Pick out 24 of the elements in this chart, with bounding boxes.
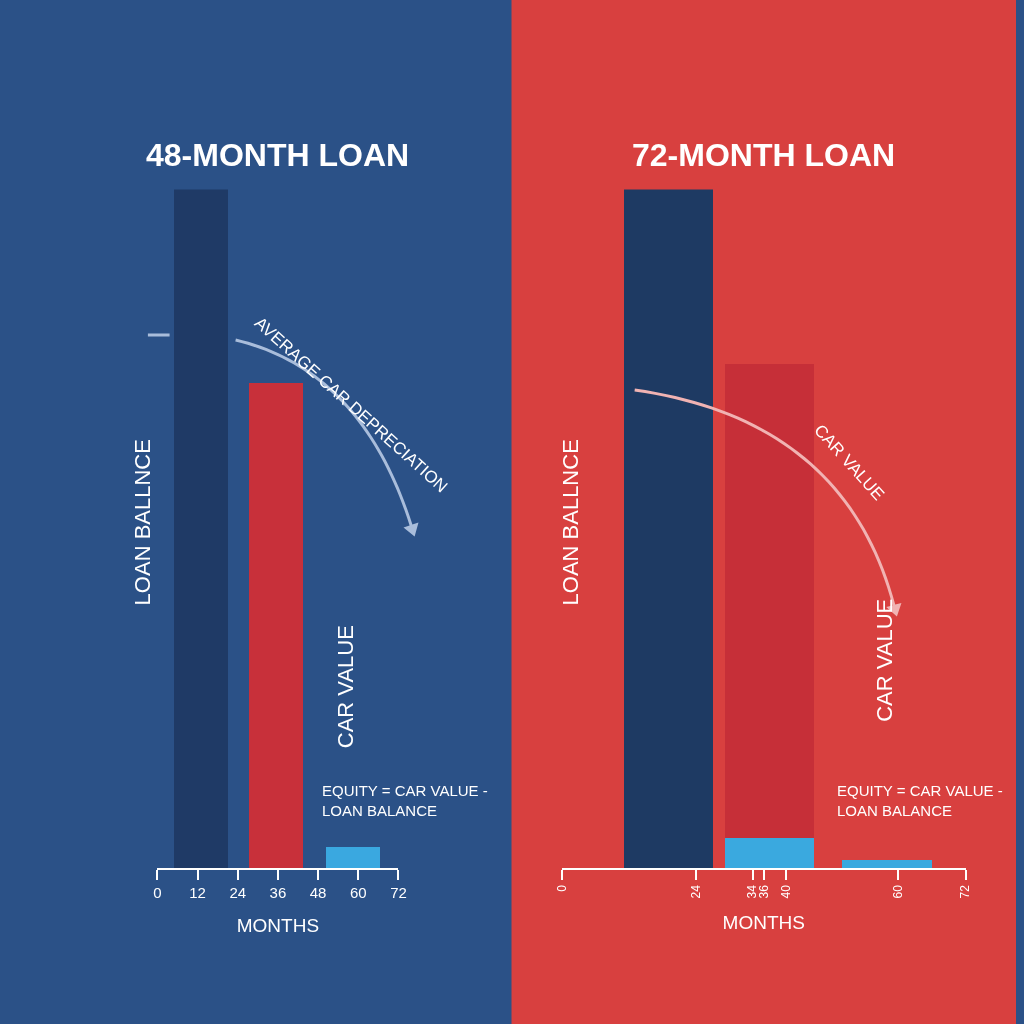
x-tick-label: 60: [349, 884, 367, 902]
text: CAR VALUE: [332, 625, 358, 749]
x-tick-label: 72: [958, 884, 973, 899]
chart-title: 72-MONTH LOAN: [632, 137, 896, 173]
annotation: EQUITY = CAR VALUE - LOAN BALANCE: [322, 782, 488, 819]
bar: [724, 838, 815, 869]
x-tick-label: 36: [269, 884, 287, 902]
x-tick-label: 0: [554, 884, 569, 892]
chart-title: 48-MONTH LOAN: [146, 137, 410, 173]
annotation: EQUITY = CAR VALUE - LOAN BALANCE: [837, 782, 1003, 819]
text: LOAN BALLNCE: [558, 439, 584, 606]
x-tick-label: 0: [153, 884, 162, 902]
text: LOAN BALLNCE: [130, 439, 156, 606]
x-tick-label: 48: [309, 884, 327, 902]
x-tick-label: 12: [189, 884, 206, 902]
x-tick-label: 40: [779, 884, 794, 899]
x-tick-label: 24: [229, 884, 247, 902]
x-tick-label: 60: [891, 884, 906, 899]
x-axis-title: MONTHS: [722, 911, 805, 933]
text: CAR VALUE: [871, 598, 897, 722]
x-axis-title: MONTHS: [236, 914, 320, 936]
x-tick-label: 24: [689, 884, 704, 899]
x-tick-label: 72: [390, 884, 407, 902]
bar: [842, 860, 932, 869]
